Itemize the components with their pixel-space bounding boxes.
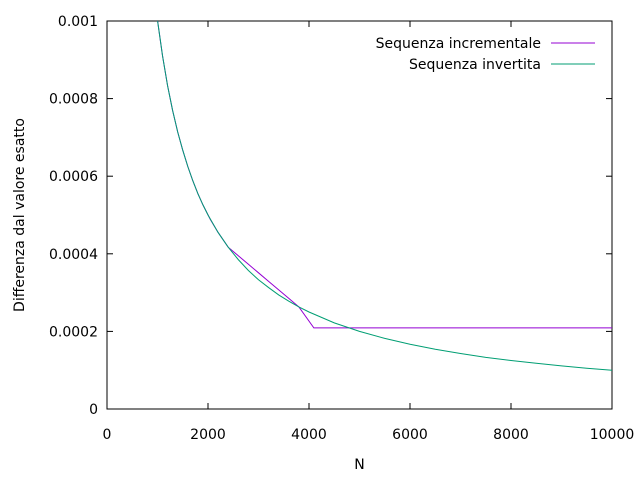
y-tick-label: 0.0006 <box>49 169 98 185</box>
x-tick-label: 2000 <box>190 427 226 443</box>
plot-frame <box>106 20 613 410</box>
legend-label: Sequenza invertita <box>409 57 541 73</box>
x-tick-label: 6000 <box>392 427 428 443</box>
x-axis: 0 2000 4000 6000 8000 10000 <box>103 21 635 443</box>
legend-label: Sequenza incrementale <box>376 36 541 52</box>
x-tick-label: 0 <box>103 427 112 443</box>
x-axis-title: N <box>354 457 364 473</box>
legend: Sequenza incrementale Sequenza invertita <box>376 36 595 73</box>
y-tick-label: 0 <box>89 402 98 418</box>
series-line-0 <box>157 21 612 329</box>
y-tick-label: 0.0002 <box>49 324 98 340</box>
y-axis-title: Differenza dal valore esatto <box>12 118 28 312</box>
x-tick-label: 8000 <box>493 427 529 443</box>
y-tick-label: 0.0008 <box>49 92 98 108</box>
x-tick-label: 10000 <box>590 427 635 443</box>
series-line-1 <box>157 21 612 371</box>
y-tick-label: 0.0004 <box>49 247 98 263</box>
y-axis: 0 0.0002 0.0004 0.0006 0.0008 0.001 <box>49 14 612 418</box>
y-tick-label: 0.001 <box>58 14 98 30</box>
x-tick-label: 4000 <box>291 427 327 443</box>
series-layer <box>157 21 612 371</box>
